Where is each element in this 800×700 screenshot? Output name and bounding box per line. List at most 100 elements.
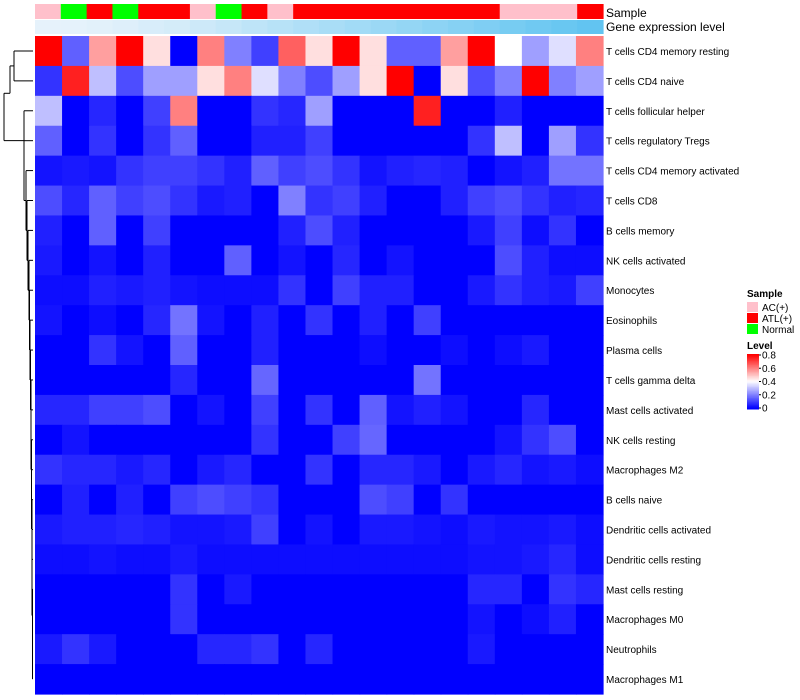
heatmap-cell	[467, 155, 496, 187]
heatmap-cell	[170, 65, 198, 97]
heatmap-cell	[467, 215, 496, 246]
heatmap-cell	[170, 454, 198, 486]
heatmap-cell	[251, 36, 280, 67]
heatmap-cell	[197, 215, 225, 246]
heatmap-cell	[35, 544, 63, 575]
heatmap-cell	[305, 65, 334, 97]
heatmap-cell	[170, 574, 198, 605]
heatmap-cell	[224, 604, 252, 635]
heatmap-cell	[224, 574, 252, 605]
heatmap-cell	[278, 155, 307, 187]
expression-annotation-cell	[189, 20, 217, 34]
heatmap-cell	[62, 155, 90, 187]
heatmap-cell	[278, 65, 307, 97]
heatmap-cell	[521, 544, 550, 575]
heatmap-cell	[440, 335, 469, 366]
heatmap-cell	[575, 484, 604, 516]
heatmap-cell	[440, 424, 469, 456]
heatmap-cell	[440, 125, 469, 157]
heatmap-cell	[494, 36, 523, 67]
row-label: T cells CD8	[606, 197, 658, 208]
heatmap-cell	[521, 604, 550, 635]
sample-annotation-cell	[319, 4, 346, 19]
heatmap-cell	[575, 245, 604, 276]
heatmap-cell	[440, 65, 469, 97]
heatmap-cell	[35, 424, 63, 456]
heatmap-cell	[278, 424, 307, 456]
legend-gradient-step	[747, 406, 759, 409]
heatmap-cell	[62, 335, 90, 366]
expression-annotation-cell	[293, 20, 320, 34]
heatmap-cell	[413, 664, 442, 695]
heatmap-cell	[332, 365, 361, 396]
heatmap-cell	[305, 215, 334, 246]
heatmap-cell	[62, 424, 90, 456]
heatmap-cell	[89, 245, 117, 276]
heatmap-cell	[305, 664, 334, 695]
heatmap-cell	[116, 36, 144, 67]
heatmap-cell	[197, 125, 225, 157]
heatmap-cell	[62, 574, 90, 605]
heatmap-cell	[386, 484, 415, 516]
heatmap-cell	[197, 305, 225, 336]
heatmap-cell	[197, 574, 225, 605]
legend-gradient-step	[747, 355, 759, 358]
heatmap-cell	[143, 454, 171, 486]
heatmap-cell	[143, 634, 171, 665]
heatmap-cell	[521, 365, 550, 396]
heatmap-cell	[548, 514, 577, 546]
heatmap-cell	[305, 514, 334, 546]
heatmap-cell	[413, 335, 442, 366]
heatmap-cell	[305, 604, 334, 635]
heatmap-cell	[116, 634, 144, 665]
heatmap-cell	[440, 215, 469, 246]
heatmap-cell	[575, 125, 604, 157]
sample-annotation-cell	[112, 4, 139, 19]
heatmap-cell	[251, 245, 280, 276]
heatmap-cell	[143, 544, 171, 575]
heatmap-cell	[197, 36, 225, 67]
heatmap-cell	[89, 424, 117, 456]
legend-gradient-step	[747, 374, 759, 377]
heatmap-cell	[89, 65, 117, 97]
heatmap-cell	[413, 424, 442, 456]
heatmap-cell	[224, 65, 252, 97]
expression-annotation-cell	[473, 20, 501, 34]
heatmap-cell	[35, 514, 63, 546]
heatmap-cell	[575, 574, 604, 605]
heatmap-cell	[332, 484, 361, 516]
heatmap-cell	[467, 365, 496, 396]
heatmap-cell	[116, 454, 144, 486]
row-label: Mast cells resting	[606, 585, 683, 596]
legend-gradient-step	[747, 377, 759, 380]
expression-annotation-cell	[422, 20, 449, 34]
heatmap-cell	[170, 125, 198, 157]
expression-annotation-cell	[86, 20, 114, 34]
expression-annotation-cell	[267, 20, 294, 34]
heatmap-cell	[494, 275, 523, 306]
heatmap-cell	[440, 634, 469, 665]
heatmap-cell	[35, 454, 63, 486]
legend-gradient-step	[747, 381, 759, 384]
heatmap-cell	[575, 634, 604, 665]
expression-annotation-cell	[60, 20, 88, 34]
legend-gradient-step	[747, 395, 759, 398]
heatmap-cell	[521, 155, 550, 187]
legend-gradient-step	[747, 393, 759, 396]
heatmap-cell	[224, 454, 252, 486]
row-label: Mast cells activated	[606, 406, 693, 417]
heatmap-cell	[143, 335, 171, 366]
heatmap-cell	[224, 424, 252, 456]
sample-annotation-cell	[60, 4, 88, 19]
heatmap-cell	[170, 634, 198, 665]
heatmap-cell	[116, 95, 144, 127]
heatmap-cell	[35, 335, 63, 366]
heatmap-cell	[143, 574, 171, 605]
heatmap-cell	[197, 424, 225, 456]
heatmap-cell	[332, 65, 361, 97]
heatmap-cell	[386, 36, 415, 67]
heatmap-cell	[548, 454, 577, 486]
expression-annotation-cell	[215, 20, 243, 34]
legend-gradient-step	[747, 376, 759, 378]
heatmap-cell	[521, 215, 550, 246]
